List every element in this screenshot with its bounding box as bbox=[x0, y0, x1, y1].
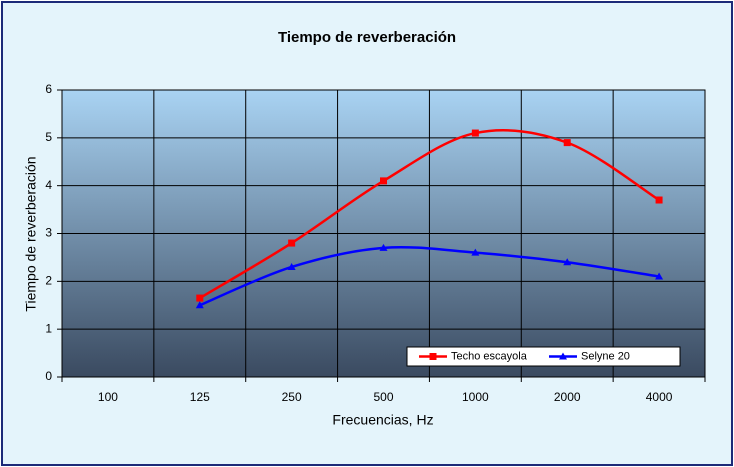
series-line bbox=[199, 245, 660, 307]
y-tick-label: 4 bbox=[45, 178, 52, 192]
marker bbox=[288, 239, 296, 247]
x-tick-label: 500 bbox=[373, 390, 393, 404]
marker bbox=[380, 177, 387, 185]
y-tick-label: 6 bbox=[45, 82, 52, 96]
x-tick-label: 250 bbox=[282, 390, 302, 404]
marker bbox=[471, 248, 480, 256]
legend-label: Techo escayola bbox=[451, 350, 528, 362]
x-tick-label: 125 bbox=[190, 390, 210, 404]
marker bbox=[287, 262, 296, 270]
marker bbox=[655, 272, 664, 280]
y-tick-label: 5 bbox=[45, 130, 52, 144]
marker bbox=[559, 352, 567, 360]
x-tick-label: 4000 bbox=[646, 390, 673, 404]
marker bbox=[195, 301, 204, 309]
series-line bbox=[199, 128, 660, 300]
y-axis-label: Tiempo de reverberación bbox=[23, 156, 39, 311]
marker bbox=[563, 139, 571, 147]
x-tick-label: 2000 bbox=[554, 390, 581, 404]
y-tick-label: 2 bbox=[45, 274, 52, 288]
y-tick-label: 3 bbox=[45, 226, 52, 240]
marker bbox=[655, 196, 663, 204]
marker bbox=[196, 294, 204, 302]
legend: Techo escayola Selyne 20 bbox=[406, 346, 681, 367]
x-axis-label: Frecuencias, Hz bbox=[332, 412, 433, 428]
y-tick-label: 0 bbox=[45, 369, 52, 383]
legend-label: Selyne 20 bbox=[581, 350, 630, 362]
legend-box bbox=[406, 346, 681, 367]
y-tick-label: 1 bbox=[45, 321, 52, 335]
marker bbox=[429, 353, 437, 360]
marker bbox=[563, 258, 572, 266]
marker bbox=[379, 243, 388, 251]
x-tick-label: 100 bbox=[98, 390, 118, 404]
chart-title: Tiempo de reverberación bbox=[278, 29, 456, 46]
marker bbox=[471, 129, 479, 137]
x-tick-label: 1000 bbox=[462, 390, 489, 404]
